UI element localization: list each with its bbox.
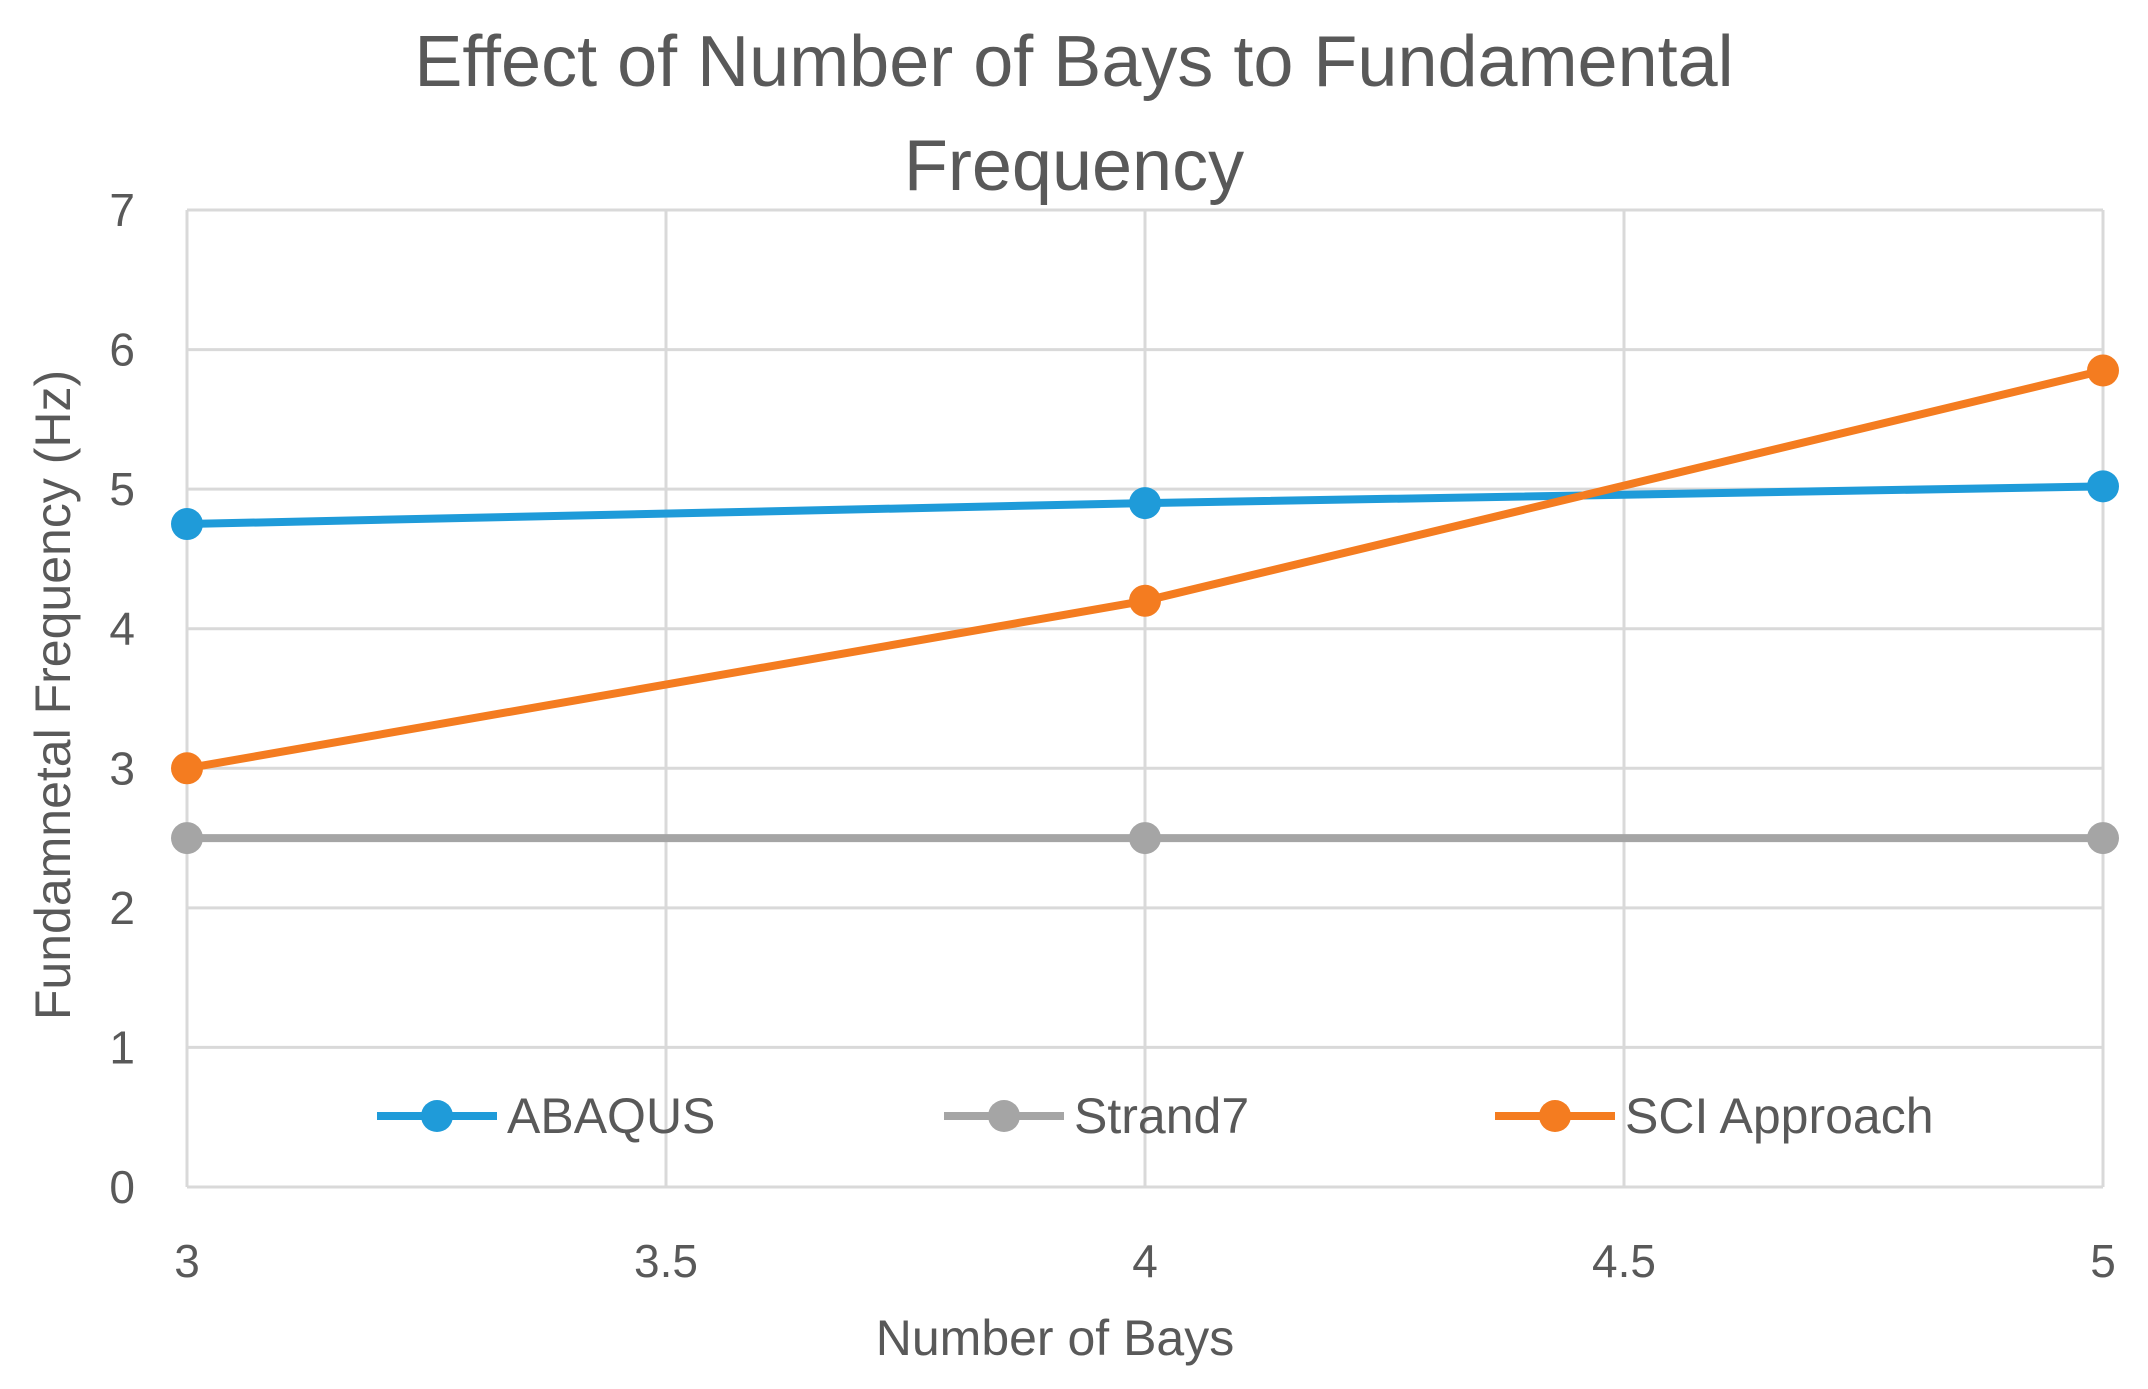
y-axis-ticks: 0 1 2 3 4 5 6 7 [109,184,135,1213]
y-tick-label: 0 [109,1161,135,1213]
y-tick-label: 6 [109,324,135,376]
legend-label-abaqus: ABAQUS [507,1088,715,1144]
data-point-sci-approach [171,752,203,785]
x-tick-label: 3 [174,1235,200,1287]
x-tick-label: 4 [1132,1235,1158,1287]
data-point-strand7 [2087,822,2119,855]
y-tick-label: 3 [109,742,135,794]
y-tick-label: 4 [109,603,135,655]
y-tick-label: 2 [109,882,135,934]
x-tick-label: 5 [2090,1235,2116,1287]
y-axis-title: Fundamnetal Frequency (Hz) [25,370,81,1020]
data-point-strand7 [171,822,203,855]
data-point-abaqus [2087,470,2119,503]
x-tick-label: 3.5 [634,1235,698,1287]
legend-label-sci-approach: SCI Approach [1625,1088,1934,1144]
data-point-abaqus [1129,487,1161,520]
data-point-sci-approach [2087,354,2119,387]
x-axis-title: Number of Bays [876,1310,1234,1366]
chart-title-line-1: Effect of Number of Bays to Fundamental [414,22,1733,102]
gridlines [185,208,2105,1189]
y-tick-label: 7 [109,184,135,236]
data-point-abaqus [171,508,203,541]
legend-swatch-marker-sci-approach [1539,1100,1571,1132]
legend: ABAQUS Strand7 SCI Approach [377,1088,1934,1144]
legend-swatch-marker-strand7 [988,1100,1020,1132]
data-point-sci-approach [1129,584,1161,617]
legend-label-strand7: Strand7 [1074,1088,1249,1144]
chart-title-line-2: Frequency [904,126,1244,206]
x-axis-ticks: 3 3.5 4 4.5 5 [174,1235,2116,1287]
data-point-strand7 [1129,822,1161,855]
x-tick-label: 4.5 [1592,1235,1656,1287]
y-tick-label: 1 [109,1021,135,1073]
series-lines [171,354,2119,855]
y-tick-label: 5 [109,463,135,515]
legend-swatch-marker-abaqus [421,1100,453,1132]
